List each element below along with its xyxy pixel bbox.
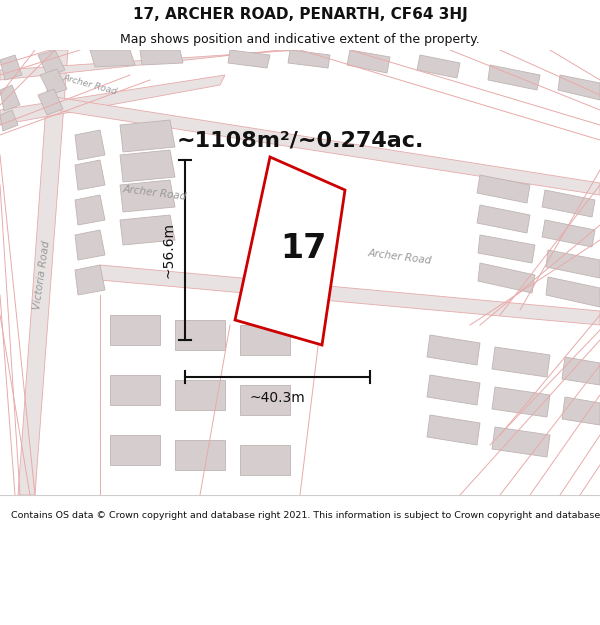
Polygon shape (110, 435, 160, 465)
Polygon shape (240, 445, 290, 475)
Text: Archer Road: Archer Road (368, 248, 433, 266)
Polygon shape (120, 150, 175, 182)
Polygon shape (38, 89, 63, 115)
Polygon shape (0, 75, 225, 125)
Polygon shape (0, 110, 18, 131)
Polygon shape (240, 325, 290, 355)
Polygon shape (288, 50, 330, 68)
Polygon shape (492, 347, 550, 377)
Polygon shape (235, 157, 345, 345)
Polygon shape (175, 440, 225, 470)
Polygon shape (347, 50, 390, 73)
Polygon shape (477, 205, 530, 233)
Polygon shape (228, 50, 270, 68)
Polygon shape (100, 265, 600, 325)
Text: Victoria Road: Victoria Road (32, 240, 52, 310)
Polygon shape (120, 215, 175, 245)
Polygon shape (140, 50, 183, 65)
Polygon shape (175, 380, 225, 410)
Polygon shape (40, 69, 67, 95)
Polygon shape (427, 335, 480, 365)
Polygon shape (562, 357, 600, 385)
Polygon shape (240, 385, 290, 415)
Polygon shape (0, 85, 20, 111)
Polygon shape (175, 320, 225, 350)
Polygon shape (488, 65, 540, 90)
Polygon shape (120, 120, 175, 152)
Polygon shape (55, 97, 600, 195)
Text: 17, ARCHER ROAD, PENARTH, CF64 3HJ: 17, ARCHER ROAD, PENARTH, CF64 3HJ (133, 6, 467, 21)
Polygon shape (542, 190, 595, 217)
Polygon shape (542, 220, 595, 247)
Polygon shape (18, 50, 68, 495)
Polygon shape (427, 375, 480, 405)
Polygon shape (562, 397, 600, 425)
Polygon shape (110, 315, 160, 345)
Polygon shape (0, 50, 300, 80)
Polygon shape (75, 230, 105, 260)
Polygon shape (0, 55, 22, 80)
Polygon shape (546, 277, 600, 307)
Text: ~56.6m: ~56.6m (161, 222, 175, 278)
Polygon shape (417, 55, 460, 78)
Text: Map shows position and indicative extent of the property.: Map shows position and indicative extent… (120, 32, 480, 46)
Polygon shape (492, 387, 550, 417)
Text: Archer Road: Archer Road (62, 74, 118, 96)
Text: ~1108m²/~0.274ac.: ~1108m²/~0.274ac. (176, 130, 424, 150)
Polygon shape (427, 415, 480, 445)
Polygon shape (478, 263, 535, 293)
Polygon shape (75, 130, 105, 160)
Polygon shape (110, 375, 160, 405)
Polygon shape (558, 75, 600, 100)
Polygon shape (90, 50, 135, 67)
Polygon shape (492, 427, 550, 457)
Text: 17: 17 (280, 231, 326, 264)
Polygon shape (546, 250, 600, 278)
Polygon shape (478, 235, 535, 263)
Polygon shape (75, 160, 105, 190)
Polygon shape (38, 50, 65, 77)
Text: Contains OS data © Crown copyright and database right 2021. This information is : Contains OS data © Crown copyright and d… (11, 511, 600, 519)
Polygon shape (120, 180, 175, 212)
Polygon shape (75, 265, 105, 295)
Text: Archer Road: Archer Road (122, 184, 187, 202)
Polygon shape (75, 195, 105, 225)
Text: ~40.3m: ~40.3m (250, 391, 305, 405)
Polygon shape (477, 175, 530, 203)
